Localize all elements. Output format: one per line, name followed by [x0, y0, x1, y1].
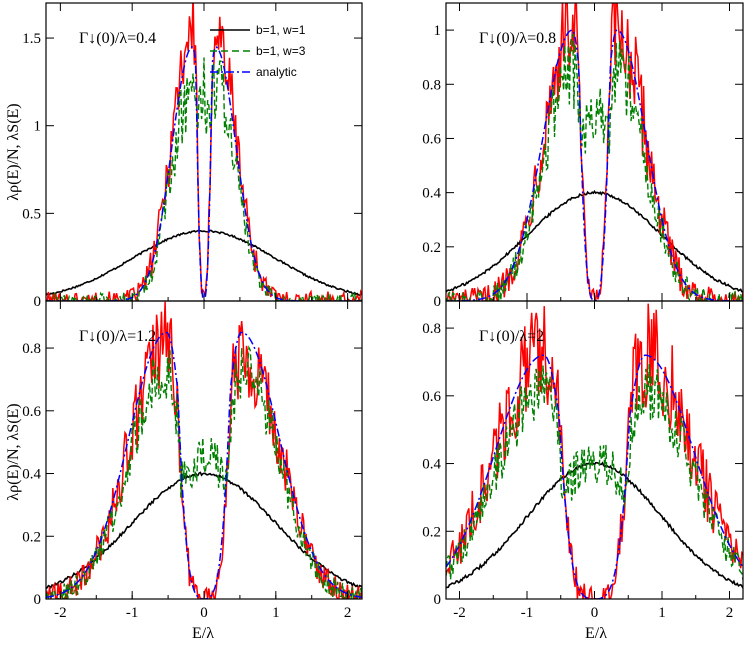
- y-tick-label: 0.4: [422, 186, 441, 202]
- series-black-gaussian: [46, 471, 362, 590]
- series-green-dashed: [446, 363, 743, 581]
- y-axis-title-top: λρ(E)/N, λS(E): [5, 103, 22, 200]
- y-tick-label: 0: [434, 294, 442, 310]
- x-tick-label: 2: [726, 605, 734, 621]
- panel-label: Γ↓(0)/λ=1.2: [79, 328, 156, 345]
- panel-frame: [45, 2, 363, 302]
- series-blue-analytic: [446, 354, 743, 599]
- y-tick-label: 1.5: [22, 31, 41, 47]
- panel-3: -2 -1 0 1 2 0 0.2 0.4 0.6 0.8 Γ↓(0)/λ=1.2: [22, 300, 363, 621]
- series-green-dashed: [446, 33, 743, 301]
- panel-label: Γ↓(0)/λ=0.4: [79, 30, 156, 47]
- legend: b=1, w=1 b=1, w=3 analytic: [210, 23, 306, 79]
- y-tick-label: 1: [434, 23, 442, 39]
- y-tick-label: 0.6: [22, 404, 41, 420]
- panel-frame: [45, 300, 363, 600]
- series-blue-analytic: [46, 331, 362, 599]
- panel-label: Γ↓(0)/λ=0.8: [479, 30, 556, 47]
- y-tick-label: 0.2: [22, 529, 41, 545]
- series-green-dashed: [46, 345, 362, 599]
- panel-label: Γ↓(0)/λ=2: [479, 328, 544, 345]
- y-tick-label: 0.2: [422, 524, 441, 540]
- x-tick-label: 1: [272, 605, 280, 621]
- series-blue-analytic: [446, 29, 743, 301]
- series-black-gaussian: [446, 189, 743, 293]
- series-red-noisy: [46, 301, 362, 599]
- y-tick-label: 0.4: [22, 467, 41, 483]
- y-tick-label: 0.8: [422, 321, 441, 337]
- legend-label-green: b=1, w=3: [256, 44, 306, 58]
- x-tick-label: 0: [591, 605, 599, 621]
- y-tick-label: 0.4: [422, 457, 441, 473]
- y-axis-title-bottom: λρ(E)/N, λS(E): [5, 403, 22, 500]
- panel-4: -2 -1 0 1 2 0 0.2 0.4 0.6 0.8 Γ↓(0)/λ=2: [422, 300, 744, 621]
- x-axis-title-right: E/λ: [585, 625, 607, 642]
- y-tick-label: 0.5: [22, 206, 41, 222]
- x-tick-label: -1: [521, 605, 534, 621]
- series-black-gaussian: [446, 461, 743, 589]
- series-black-gaussian: [46, 229, 362, 296]
- panel-2: 0 0.2 0.4 0.6 0.8 1 Γ↓(0)/λ=0.8: [422, 2, 744, 310]
- series-green-dashed: [46, 57, 362, 301]
- panel-frame: [445, 2, 744, 302]
- y-tick-label: 0.6: [422, 131, 441, 147]
- y-tick-label: 0.8: [422, 77, 441, 93]
- x-tick-label: -2: [54, 605, 67, 621]
- y-tick-label: 0.6: [422, 389, 441, 405]
- panels-group: 0 0.5 1 1.5 Γ↓(0)/λ=0.4 0 0.2 0.4 0.6 0.8 1 Γ↓(0)/λ…: [22, 2, 744, 621]
- x-tick-label: 0: [200, 605, 208, 621]
- plot-area: [46, 301, 362, 599]
- series-red-noisy: [446, 303, 743, 599]
- y-tick-label: 0: [34, 294, 42, 310]
- x-tick-label: 2: [344, 605, 352, 621]
- y-tick-label: 1: [34, 119, 42, 135]
- legend-label-black: b=1, w=1: [256, 23, 306, 37]
- y-tick-label: 0.8: [22, 341, 41, 357]
- plot-area: [446, 3, 743, 301]
- panel-1: 0 0.5 1 1.5 Γ↓(0)/λ=0.4: [22, 2, 363, 310]
- plot-area: [446, 303, 743, 599]
- y-tick-label: 0.2: [422, 240, 441, 256]
- x-tick-label: -2: [453, 605, 466, 621]
- legend-label-blue: analytic: [256, 65, 297, 79]
- x-tick-label: 1: [658, 605, 666, 621]
- y-tick-label: 0: [434, 592, 442, 608]
- x-axis-title-left: E/λ: [192, 625, 214, 642]
- x-tick-label: -1: [126, 605, 139, 621]
- y-tick-label: 0: [34, 592, 42, 608]
